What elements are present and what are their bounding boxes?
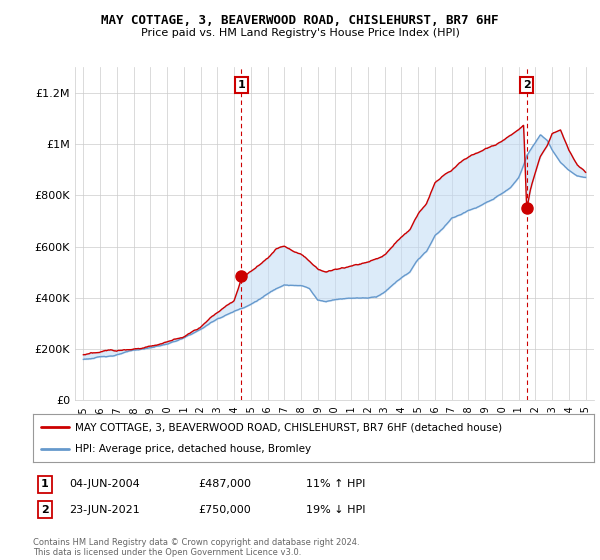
Text: 23-JUN-2021: 23-JUN-2021 <box>69 505 140 515</box>
Text: £487,000: £487,000 <box>198 479 251 489</box>
Text: 11% ↑ HPI: 11% ↑ HPI <box>306 479 365 489</box>
Text: MAY COTTAGE, 3, BEAVERWOOD ROAD, CHISLEHURST, BR7 6HF: MAY COTTAGE, 3, BEAVERWOOD ROAD, CHISLEH… <box>101 14 499 27</box>
Text: 2: 2 <box>523 80 530 90</box>
Text: MAY COTTAGE, 3, BEAVERWOOD ROAD, CHISLEHURST, BR7 6HF (detached house): MAY COTTAGE, 3, BEAVERWOOD ROAD, CHISLEH… <box>75 422 502 432</box>
Text: £750,000: £750,000 <box>198 505 251 515</box>
Text: 04-JUN-2004: 04-JUN-2004 <box>69 479 140 489</box>
Text: 2: 2 <box>41 505 49 515</box>
Text: HPI: Average price, detached house, Bromley: HPI: Average price, detached house, Brom… <box>75 444 311 454</box>
Text: Price paid vs. HM Land Registry's House Price Index (HPI): Price paid vs. HM Land Registry's House … <box>140 28 460 38</box>
Text: 1: 1 <box>238 80 245 90</box>
Text: 19% ↓ HPI: 19% ↓ HPI <box>306 505 365 515</box>
Text: 1: 1 <box>41 479 49 489</box>
Text: Contains HM Land Registry data © Crown copyright and database right 2024.
This d: Contains HM Land Registry data © Crown c… <box>33 538 359 557</box>
